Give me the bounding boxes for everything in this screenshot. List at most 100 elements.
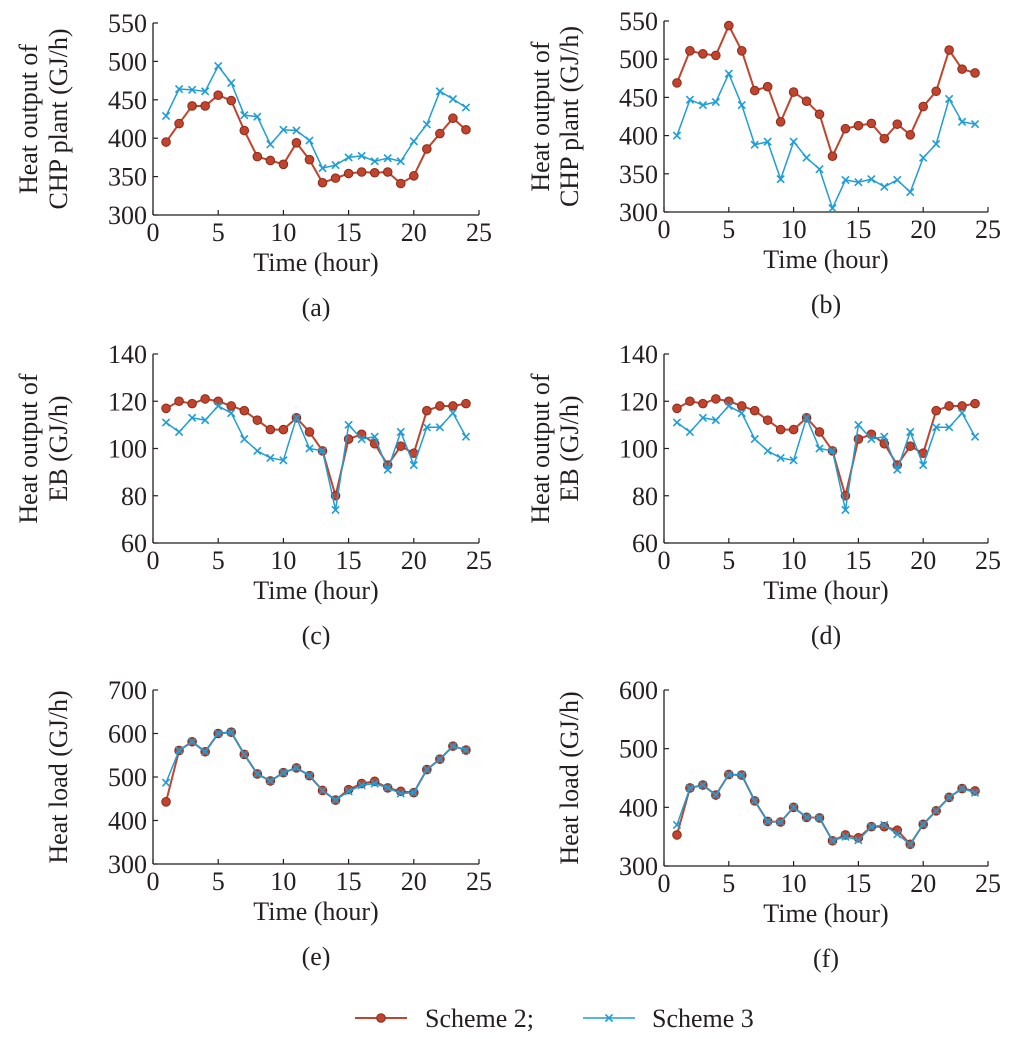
data-point-x (370, 779, 379, 788)
data-point-circle (291, 138, 302, 148)
data-point-x (957, 117, 967, 127)
data-point-x (931, 423, 941, 432)
data-point-x (906, 427, 915, 437)
data-point-circle (448, 401, 458, 411)
data-point-x (174, 427, 184, 437)
data-point-x (422, 765, 432, 774)
data-point-circle (174, 396, 184, 407)
data-point-circle (200, 394, 210, 404)
data-point-circle (213, 396, 223, 407)
y-axis-label: CHP plant (GJ/h) (44, 28, 73, 209)
x-tick-label: 20 (401, 218, 427, 247)
data-point-x (737, 408, 746, 418)
data-point-x (815, 813, 824, 823)
y-tick-label: 300 (619, 852, 658, 881)
data-point-x (789, 456, 798, 465)
legend-label-scheme-3: Scheme 3 (652, 1004, 754, 1033)
data-point-circle (736, 401, 747, 411)
y-tick-label: 500 (619, 735, 658, 764)
data-point-x (828, 836, 837, 845)
data-point-circle (239, 405, 250, 416)
y-tick-label: 80 (121, 482, 147, 511)
series-line (165, 405, 467, 511)
y-tick-label: 450 (619, 83, 658, 112)
x-tick-label: 25 (975, 546, 1001, 575)
x-axis-label: Time (hour) (763, 899, 888, 928)
data-point-x (344, 153, 353, 162)
data-point-x (867, 822, 876, 831)
data-point-x (880, 182, 889, 191)
data-point-circle (762, 81, 773, 92)
data-point-circle (749, 405, 760, 416)
data-point-x (240, 110, 249, 120)
data-point-circle (944, 45, 954, 55)
data-point-x (672, 820, 682, 830)
data-point-x (266, 140, 275, 149)
x-tick-label: 25 (466, 218, 492, 247)
data-point-x (383, 783, 392, 793)
data-point-x (919, 820, 928, 829)
data-point-x (214, 61, 223, 71)
data-point-x (318, 786, 327, 795)
data-point-x (161, 418, 171, 427)
data-point-x (931, 139, 941, 149)
data-point-x (279, 456, 288, 465)
y-tick-label: 600 (619, 676, 658, 705)
y-tick-label: 100 (108, 435, 147, 464)
data-point-x (357, 434, 366, 444)
data-point-x (409, 137, 418, 146)
y-tick-label: 600 (108, 720, 147, 749)
y-axis-label: Heat load (GJ/h) (44, 690, 73, 863)
data-point-x (776, 817, 785, 827)
legend: Scheme 2; Scheme 3 (355, 1004, 754, 1033)
data-point-x (396, 157, 405, 166)
x-tick-label: 15 (845, 546, 871, 575)
panel-label: (c) (302, 621, 331, 650)
y-tick-label: 120 (108, 387, 147, 416)
data-point-x (214, 729, 223, 738)
panel-label: (b) (811, 290, 841, 319)
data-point-circle (343, 168, 354, 179)
data-point-x (174, 84, 184, 94)
data-point-circle (685, 396, 695, 407)
data-point-x (802, 413, 811, 422)
data-point-x (750, 140, 759, 149)
x-tick-label: 0 (658, 546, 671, 575)
y-tick-label: 500 (108, 47, 147, 76)
data-point-x (802, 813, 811, 822)
data-point-x (880, 820, 889, 830)
data-point-circle (395, 178, 406, 189)
data-point-x (331, 795, 340, 805)
y-tick-label: 140 (108, 340, 147, 369)
data-point-circle (672, 830, 682, 840)
data-point-x (292, 763, 301, 773)
x-tick-label: 0 (147, 218, 160, 247)
series-scheme-2 (672, 394, 980, 501)
data-point-x (711, 415, 721, 425)
data-point-x (970, 432, 980, 441)
y-tick-label: 450 (108, 86, 147, 115)
data-point-x (750, 796, 759, 806)
series-line (676, 773, 976, 846)
data-point-circle (382, 167, 393, 177)
data-point-circle (931, 405, 941, 416)
data-point-circle (252, 415, 263, 425)
data-point-x (944, 793, 954, 802)
x-tick-label: 15 (845, 869, 871, 898)
data-point-x (724, 69, 733, 78)
data-point-circle (711, 50, 721, 61)
data-point-x (344, 787, 353, 796)
data-point-x (253, 446, 262, 456)
data-point-x (867, 174, 876, 184)
data-point-x (854, 836, 863, 845)
series-scheme-3 (672, 401, 980, 515)
series-line (676, 71, 976, 211)
x-tick-label: 5 (212, 218, 225, 247)
data-point-x (461, 432, 471, 441)
y-axis-label: Heat load (GJ/h) (555, 691, 584, 864)
data-point-circle (711, 394, 721, 404)
data-point-x (802, 153, 811, 162)
x-tick-label: 5 (722, 215, 735, 244)
data-point-x (409, 460, 418, 470)
data-point-x (711, 790, 721, 800)
